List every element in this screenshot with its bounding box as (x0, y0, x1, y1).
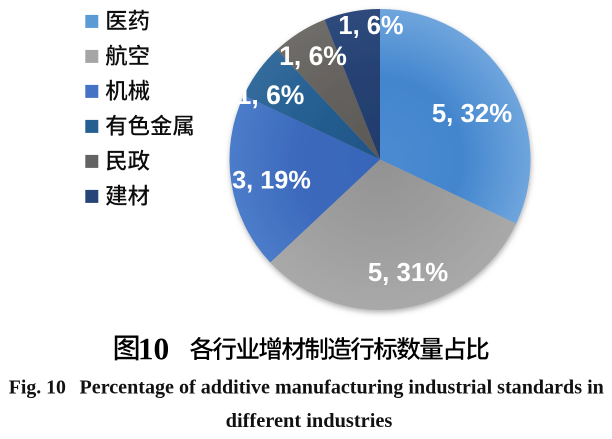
svg-text:Fig. 10: Fig. 10 (9, 377, 66, 399)
svg-text:1, 6%: 1, 6% (237, 80, 305, 110)
svg-text:3, 19%: 3, 19% (232, 167, 311, 195)
svg-text:1, 6%: 1, 6% (279, 41, 347, 71)
svg-text:different industries: different industries (226, 410, 393, 432)
svg-text:5, 32%: 5, 32% (432, 100, 512, 128)
svg-text:Percentage of additive manufac: Percentage of additive manufacturing ind… (80, 377, 604, 399)
svg-text:5, 31%: 5, 31% (368, 259, 448, 287)
svg-text:1, 6%: 1, 6% (338, 12, 403, 40)
